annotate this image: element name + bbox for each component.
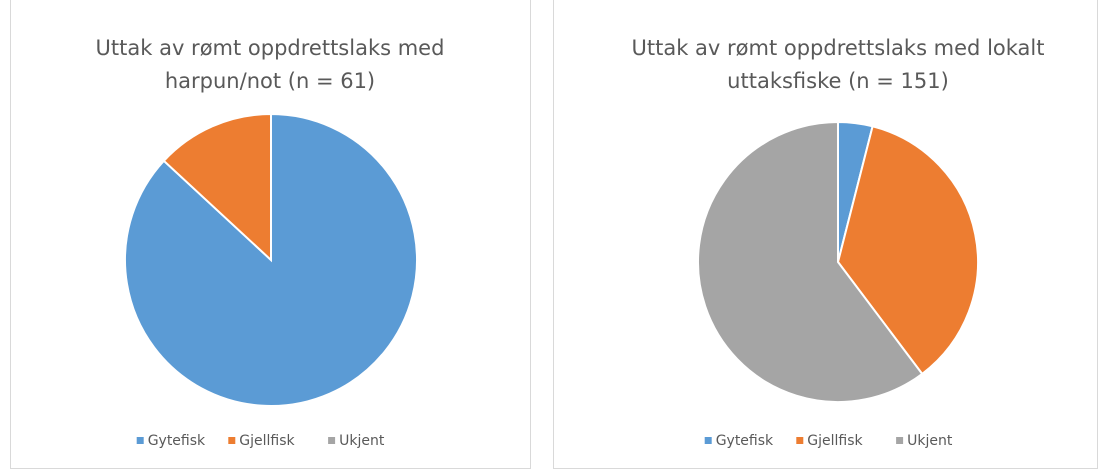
legend-swatch [328,437,336,444]
legend-swatch [796,437,804,444]
legend-swatch [704,437,712,444]
pie-slice [162,112,272,263]
legend-swatch [896,437,904,444]
pie-slice [697,120,924,403]
chart-title: Uttak av rømt oppdrettslaks med lokalt u… [631,36,1045,93]
chart-title: Uttak av rømt oppdrettslaks med harpun/n… [95,36,445,93]
legend-label: Ukjent [907,433,953,449]
legend-label: Gytefisk [716,433,774,449]
legend-label: Gjellfisk [239,433,295,449]
pie-slice [836,125,979,376]
legend-label: Gytefisk [148,433,206,449]
legend-swatch [228,437,236,444]
legend-swatch [136,437,144,444]
legend-label: Ukjent [339,433,385,449]
legend-label: Gjellfisk [807,433,863,449]
